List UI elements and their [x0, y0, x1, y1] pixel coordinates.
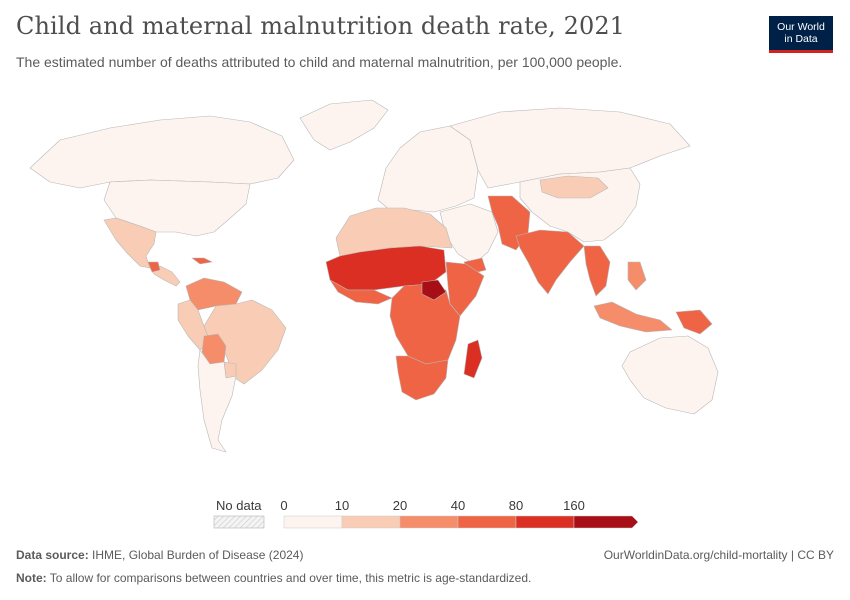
logo-line-2: in Data	[784, 33, 818, 45]
map-region-west-africa-coast[interactable]	[329, 279, 393, 305]
legend-bin-5[interactable]	[573, 515, 639, 529]
legend-tick-label: 20	[393, 498, 407, 513]
legend-bin-1[interactable]	[341, 515, 401, 529]
data-source-label: Data source:	[16, 548, 89, 562]
map-region-guatemala[interactable]	[147, 261, 161, 273]
legend-tick-label: 80	[509, 498, 523, 513]
map-region-horn-of-africa[interactable]	[445, 261, 485, 317]
owid-logo[interactable]: Our World in Data	[769, 16, 833, 53]
map-region-central-america[interactable]	[149, 265, 181, 287]
map-region-chile-argentina[interactable]	[197, 349, 237, 453]
legend-bin-2[interactable]	[399, 515, 459, 529]
map-region-australia[interactable]	[621, 335, 719, 415]
map-region-caribbean[interactable]	[191, 257, 213, 265]
map-region-southern-africa[interactable]	[395, 355, 449, 401]
world-map	[29, 99, 719, 453]
map-region-middle-east[interactable]	[439, 203, 499, 265]
chart-subtitle: The estimated number of deaths attribute…	[16, 54, 623, 70]
map-region-southeast-asia[interactable]	[583, 245, 611, 297]
map-region-philippines[interactable]	[627, 261, 647, 291]
legend-bin-4[interactable]	[515, 515, 575, 529]
legend-tick-label: 160	[563, 498, 585, 513]
map-region-madagascar[interactable]	[463, 339, 483, 379]
legend-bin-3[interactable]	[457, 515, 517, 529]
map-legend: No data 0 10 20 40 80 160	[213, 498, 639, 529]
map-region-mexico[interactable]	[103, 217, 157, 269]
legend-no-data-swatch	[213, 515, 265, 529]
map-region-indonesia[interactable]	[593, 301, 673, 333]
map-region-mongolia[interactable]	[539, 175, 609, 199]
credit-link[interactable]: OurWorldinData.org/child-mortality | CC …	[603, 548, 834, 562]
logo-line-1: Our World	[777, 21, 825, 33]
legend-tick-label: 40	[451, 498, 465, 513]
map-region-papua-new-guinea[interactable]	[675, 309, 713, 335]
note-label: Note:	[16, 571, 47, 585]
note-text: To allow for comparisons between countri…	[46, 571, 532, 585]
legend-tick-label: 10	[335, 498, 349, 513]
map-region-greenland[interactable]	[299, 99, 389, 151]
map-region-canada-alaska[interactable]	[29, 115, 295, 189]
map-region-europe[interactable]	[377, 125, 479, 213]
chart-title: Child and maternal malnutrition death ra…	[16, 12, 626, 40]
legend-bin-0[interactable]	[283, 515, 343, 529]
data-source-text: IHME, Global Burden of Disease (2024)	[88, 548, 304, 562]
map-region-india[interactable]	[515, 229, 585, 295]
legend-no-data-label: No data	[216, 498, 262, 513]
note-line: Note: To allow for comparisons between c…	[16, 571, 531, 585]
map-region-south-sudan[interactable]	[421, 279, 447, 301]
legend-tick-label: 0	[280, 498, 287, 513]
data-source-line: Data source: IHME, Global Burden of Dise…	[16, 548, 303, 562]
